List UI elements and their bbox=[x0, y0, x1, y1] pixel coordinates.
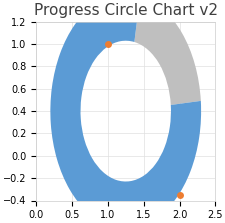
Wedge shape bbox=[50, 0, 200, 223]
Point bbox=[106, 42, 109, 46]
Point bbox=[177, 193, 181, 197]
Title: Progress Circle Chart v2: Progress Circle Chart v2 bbox=[34, 3, 217, 18]
Wedge shape bbox=[134, 0, 200, 105]
